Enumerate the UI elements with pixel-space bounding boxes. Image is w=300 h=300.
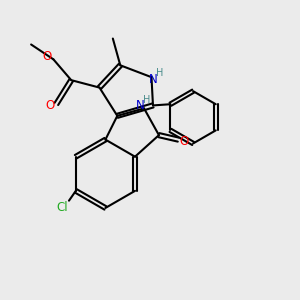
Text: H: H	[143, 95, 150, 105]
Text: O: O	[43, 50, 52, 64]
Text: H: H	[156, 68, 163, 78]
Text: N: N	[149, 73, 158, 86]
Text: Cl: Cl	[57, 201, 68, 214]
Text: N: N	[136, 99, 145, 112]
Text: O: O	[46, 99, 55, 112]
Text: O: O	[180, 135, 189, 148]
